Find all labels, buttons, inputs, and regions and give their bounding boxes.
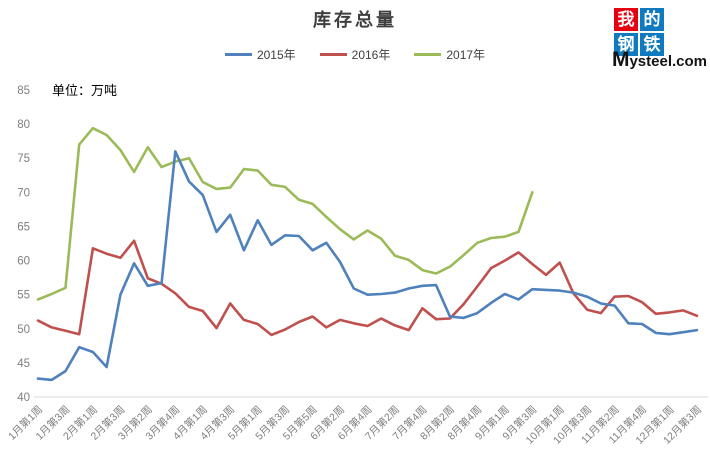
y-tick-label: 65 — [17, 221, 30, 233]
mysteel-logo: 我 的 钢 铁 — [614, 8, 664, 56]
mysteel-wordmark: Mysteel.com — [611, 48, 707, 71]
logo-tile-wo: 我 — [614, 8, 638, 31]
unit-label: 单位：万吨 — [52, 83, 117, 98]
y-tick-label: 85 — [17, 85, 30, 97]
legend-item-2017: 2017年 — [414, 46, 485, 63]
logo-tile-de: 的 — [640, 8, 664, 31]
y-tick-label: 80 — [17, 119, 30, 131]
series-line-2016年 — [36, 239, 699, 337]
legend-swatch-2015 — [224, 53, 252, 56]
logo-tile-gang: 钢 — [614, 33, 638, 56]
y-tick-label: 40 — [17, 392, 30, 404]
y-tick-label: 50 — [17, 324, 30, 336]
legend-label-2015: 2015年 — [256, 48, 296, 62]
legend-item-2015: 2015年 — [224, 46, 296, 63]
logo-tile-tie: 铁 — [640, 33, 664, 56]
legend-swatch-2016 — [319, 53, 347, 56]
series-line-2015年 — [36, 150, 699, 382]
y-tick-label: 55 — [17, 290, 30, 302]
chart-title: 库存总量 — [313, 10, 397, 30]
legend-swatch-2017 — [414, 53, 442, 56]
y-tick-label: 70 — [17, 187, 30, 199]
legend: 2015年 2016年 2017年 — [0, 46, 710, 63]
legend-label-2016: 2016年 — [351, 48, 391, 62]
y-tick-label: 75 — [17, 153, 30, 165]
series-line-2017年 — [36, 126, 534, 301]
y-tick-label: 45 — [17, 358, 30, 370]
legend-item-2016: 2016年 — [319, 46, 391, 63]
legend-label-2017: 2017年 — [446, 48, 486, 62]
y-tick-label: 60 — [17, 256, 30, 268]
